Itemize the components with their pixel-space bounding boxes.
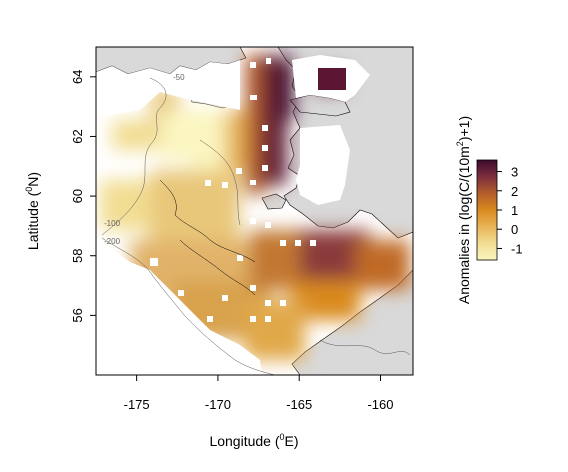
y-axis-title: Latitude (0N) [24,172,41,250]
x-axis-title: Longitude (0E) [209,432,298,449]
legend-title-suffix: )+1) [456,116,472,141]
legend-tick-label: -1 [511,241,523,256]
legend-title-prefix: Anomalies in (log(C/(10m [456,146,472,304]
anomaly-field [100,55,410,360]
map-panel [96,47,413,375]
contour-label-50: -50 [173,73,185,82]
plot-frame [95,46,414,376]
contour-label-200: -200 [104,237,121,246]
shoreline-detail [159,179,256,296]
legend-tick-label: 3 [511,165,518,180]
x-axis-title-sup: 0 [280,432,285,442]
legend-tick-label: 2 [511,184,518,199]
x-axis-title-suffix: E) [285,433,299,449]
x-tick-label: -165 [286,397,312,412]
legend-title-sup: 2 [455,141,465,146]
y-tick-label: 64 [70,70,85,84]
contour-label-100: -100 [104,219,121,228]
x-tick-label: -160 [367,397,393,412]
y-tick-label: 56 [70,308,85,322]
legend-ticks: 3 2 1 0 -1 [497,165,523,256]
norton-sound-patch [318,68,346,90]
unsampled-region-southwest [96,238,262,375]
x-tick-label: -175 [124,397,150,412]
unsampled-region-west [96,60,240,118]
legend-tick-label: 1 [511,203,518,218]
legend-color-bar [476,159,498,261]
y-axis-title-sup: 0 [24,187,34,192]
missing-data-cells [150,58,316,322]
y-tick-label: 62 [70,129,85,143]
bathymetry-contours [101,77,411,375]
y-axis: 56 58 60 62 64 [70,70,96,323]
y-axis-title-suffix: N) [25,172,41,187]
nunivak-island [261,193,287,210]
y-tick-label: 58 [70,248,85,262]
x-tick-label: -170 [205,397,231,412]
y-axis-title-prefix: Latitude ( [25,191,41,250]
x-axis: -175 -170 -165 -160 [124,375,394,412]
legend-tick-label: 0 [511,222,518,237]
legend-title: Anomalies in (log(C/(10m2)+1) [455,116,472,304]
seward-peninsula-land [289,94,351,117]
x-axis-title-prefix: Longitude ( [209,433,279,449]
alaska-peninsula-land [291,269,413,375]
unsampled-region-east [296,125,350,205]
y-tick-label: 60 [70,189,85,203]
